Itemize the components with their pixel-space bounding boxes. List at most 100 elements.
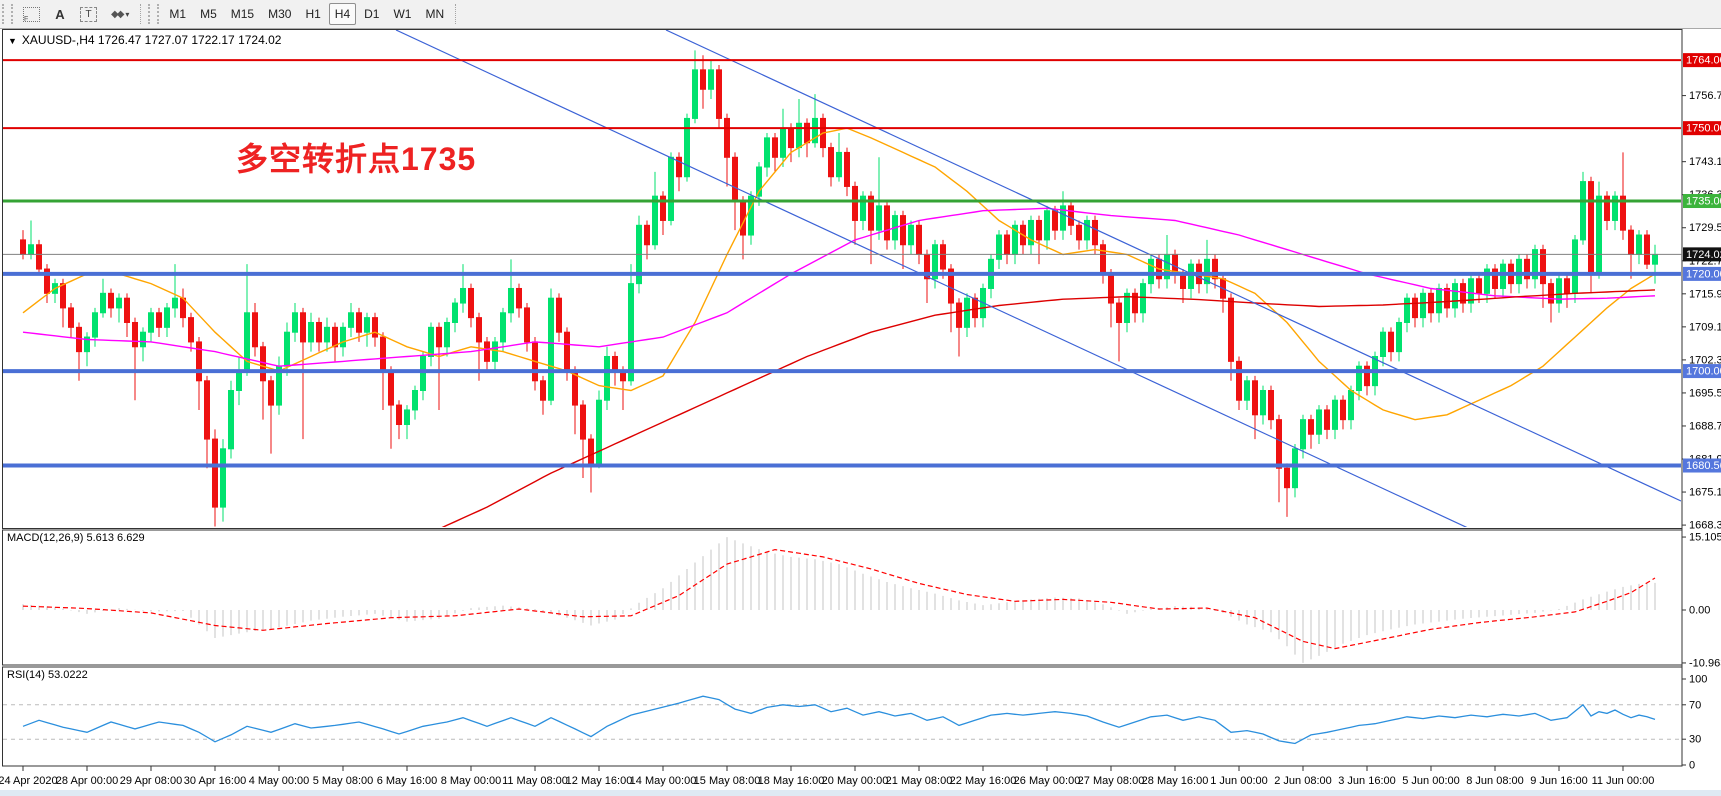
svg-text:1695.50: 1695.50 [1689,387,1721,399]
price-badge-1700.00 [1683,364,1721,379]
svg-text:-10.963: -10.963 [1689,657,1721,669]
window-bottom-strip [0,790,1721,796]
main-chart-area[interactable] [3,30,1682,536]
macd-pane[interactable] [2,529,1683,666]
chart-dropdown-icon[interactable]: ▼ [8,36,17,46]
svg-text:15.105: 15.105 [1689,532,1721,544]
font-button[interactable]: A [48,3,72,25]
svg-text:1764.00: 1764.00 [1686,55,1721,67]
svg-text:0.00: 0.00 [1689,605,1710,617]
tf-button-h1[interactable]: H1 [305,7,321,21]
frame-select-icon: F [23,6,40,23]
svg-text:1756.70: 1756.70 [1689,90,1721,102]
timeframe-buttons: M1 M5 M15 M30 H1 H4 D1 W1 MN [162,3,451,25]
text-label-icon: T [80,6,97,22]
tf-button-m15[interactable]: M15 [230,7,255,21]
price-axis[interactable]: 1756.701743.101736.301729.501722.701715.… [1682,53,1721,532]
symbol-ohlc-text: XAUUSD-,H4 1726.47 1727.07 1722.17 1724.… [21,33,282,47]
svg-text:1675.10: 1675.10 [1689,487,1721,499]
rsi-line [22,695,1656,745]
svg-text:18 May 16:00: 18 May 16:00 [758,775,825,787]
svg-text:1715.90: 1715.90 [1689,288,1721,300]
svg-text:1750.00: 1750.00 [1686,123,1721,135]
svg-text:3 Jun 16:00: 3 Jun 16:00 [1338,775,1396,787]
svg-text:5 May 08:00: 5 May 08:00 [313,775,374,787]
svg-text:1720.00: 1720.00 [1686,268,1721,280]
tf-button-m30[interactable]: M30 [268,7,292,21]
trend-line-1[interactable] [395,30,1468,528]
svg-text:9 Jun 16:00: 9 Jun 16:00 [1530,775,1588,787]
svg-text:1700.00: 1700.00 [1686,366,1721,378]
chart-annotation-text: 多空转折点1735 [236,141,477,177]
svg-text:29 Apr 08:00: 29 Apr 08:00 [120,775,182,787]
tf-button-m5[interactable]: M5 [200,7,217,21]
svg-text:1743.10: 1743.10 [1689,156,1721,168]
ma-slow-red [441,289,1656,527]
svg-text:15 May 08:00: 15 May 08:00 [694,775,761,787]
rsi-pane[interactable] [2,666,1683,767]
price-badge-1750.00 [1683,121,1721,136]
text-label-button[interactable]: T [74,3,103,25]
svg-text:1668.30: 1668.30 [1689,520,1721,532]
macd-indicator-label: MACD(12,26,9) 5.613 6.629 [7,532,145,544]
price-badge-1735.00 [1683,194,1721,209]
svg-text:26 May 00:00: 26 May 00:00 [1014,775,1081,787]
price-badge-1680.56 [1683,458,1721,473]
svg-text:28 Apr 00:00: 28 Apr 00:00 [56,775,118,787]
svg-text:22 May 16:00: 22 May 16:00 [950,775,1017,787]
frame-select-button[interactable]: F [17,3,46,25]
symbol-header[interactable]: ▼ XAUUSD-,H4 1726.47 1727.07 1722.17 1724… [8,33,281,47]
svg-text:1688.70: 1688.70 [1689,420,1721,432]
tf-button-m1[interactable]: M1 [169,7,187,21]
toolbar-grip[interactable] [2,4,13,24]
draw-style-icon: ◆◆ [111,8,124,20]
ma-fast-orange [22,127,1656,421]
svg-text:20 May 00:00: 20 May 00:00 [822,775,889,787]
price-badge-1764.00 [1683,53,1721,68]
macd-signal-line [22,548,1656,650]
macd-plot: 15.105 0.00 -10.963 [22,532,1721,669]
toolbar-separator [140,4,142,24]
trend-line-2[interactable] [665,30,1681,502]
tf-button-w1[interactable]: W1 [393,7,412,21]
svg-text:0: 0 [1689,760,1695,772]
svg-text:1 Jun 00:00: 1 Jun 00:00 [1210,775,1268,787]
tf-button-h4[interactable]: H4 [328,3,357,25]
svg-text:1729.50: 1729.50 [1689,222,1721,234]
svg-text:8 May 00:00: 8 May 00:00 [441,775,502,787]
main-pane[interactable] [2,29,1683,529]
svg-text:11 Jun 00:00: 11 Jun 00:00 [1592,775,1655,787]
svg-text:1709.10: 1709.10 [1689,321,1721,333]
svg-text:27 May 08:00: 27 May 08:00 [1078,775,1145,787]
svg-text:1724.02: 1724.02 [1686,249,1721,261]
svg-text:2 Jun 08:00: 2 Jun 08:00 [1274,775,1332,787]
svg-text:1702.30: 1702.30 [1689,354,1721,366]
svg-text:1680.56: 1680.56 [1686,460,1721,472]
tf-button-mn[interactable]: MN [425,7,445,21]
timeframe-toolbar-grip[interactable] [148,4,160,24]
candlesticks [20,50,1658,527]
price-badge-1724.02 [1683,247,1721,262]
svg-text:30 Apr 16:00: 30 Apr 16:00 [184,775,246,787]
svg-text:8 Jun 08:00: 8 Jun 08:00 [1466,775,1524,787]
svg-text:11 May 08:00: 11 May 08:00 [502,775,568,787]
svg-text:4 May 00:00: 4 May 00:00 [249,775,310,787]
toolbar: F A T ◆◆ ▾ M1 M5 M15 M30 H1 H4 D1 W1 MN [0,0,1721,29]
rsi-indicator-label: RSI(14) 53.0222 [7,669,88,681]
rsi-plot: 100 70 30 0 [3,674,1707,772]
svg-text:1735.00: 1735.00 [1686,196,1721,208]
svg-text:28 May 16:00: 28 May 16:00 [1142,775,1209,787]
tf-button-d1[interactable]: D1 [364,7,380,21]
font-icon: A [55,6,65,22]
svg-text:5 Jun 00:00: 5 Jun 00:00 [1402,775,1460,787]
svg-text:100: 100 [1689,674,1707,686]
svg-text:6 May 16:00: 6 May 16:00 [377,775,438,787]
svg-text:30: 30 [1689,734,1701,746]
svg-text:12 May 16:00: 12 May 16:00 [566,775,633,787]
svg-text:70: 70 [1689,699,1701,711]
toolbar-separator-2 [455,4,457,24]
draw-style-button[interactable]: ◆◆ ▾ [105,3,135,25]
